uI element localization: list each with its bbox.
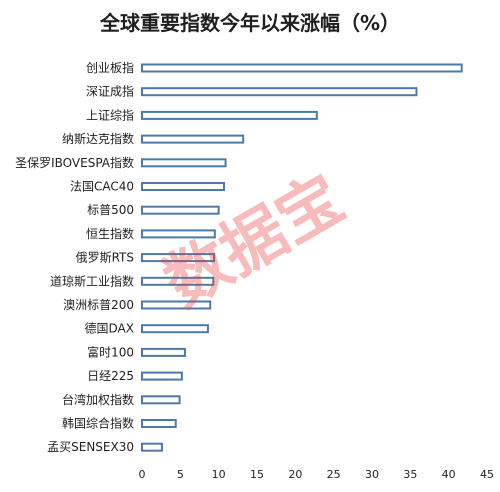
x-tick-label: 15 xyxy=(250,468,264,481)
bar xyxy=(141,371,183,381)
bar xyxy=(141,442,163,452)
category-label: 创业板指 xyxy=(86,60,134,75)
category-label: 澳洲标普200 xyxy=(63,298,134,312)
bar xyxy=(141,419,177,428)
x-axis: 0 5 10 15 20 25 30 35 40 45 xyxy=(139,468,495,481)
x-tick-label: 10 xyxy=(212,468,226,481)
x-tick-label: 5 xyxy=(177,468,184,481)
x-tick-label: 30 xyxy=(365,468,379,481)
category-label: 德国DAX xyxy=(85,321,134,336)
category-label: 圣保罗IBOVESPA指数 xyxy=(15,155,134,170)
category-label: 标普500 xyxy=(87,203,134,217)
bar xyxy=(141,324,209,334)
category-label: 深证成指 xyxy=(86,84,134,99)
bar xyxy=(141,110,318,120)
chart-title: 全球重要指数今年以来涨幅（%） xyxy=(99,11,400,35)
bar xyxy=(141,276,215,286)
category-label: 韩国综合指数 xyxy=(62,416,134,431)
category-label: 孟买SENSEX30 xyxy=(47,440,134,454)
category-label: 上证综指 xyxy=(86,107,134,122)
x-tick-label: 25 xyxy=(327,468,341,481)
bar xyxy=(141,134,245,144)
bar xyxy=(141,395,181,405)
category-label: 纳斯达克指数 xyxy=(62,131,134,146)
category-label: 台湾加权指数 xyxy=(62,392,134,407)
category-label: 富时100 xyxy=(87,344,134,359)
bar xyxy=(141,158,227,168)
bar xyxy=(141,205,220,215)
bar xyxy=(141,63,463,73)
x-tick-label: 40 xyxy=(442,468,456,481)
x-tick-label: 45 xyxy=(480,468,494,481)
x-tick-label: 35 xyxy=(403,468,417,481)
category-label: 恒生指数 xyxy=(86,226,134,241)
category-label: 法国CAC40 xyxy=(70,180,134,194)
bar xyxy=(141,347,186,357)
bar xyxy=(141,87,418,97)
category-label: 道琼斯工业指数 xyxy=(50,273,134,288)
category-label: 俄罗斯RTS xyxy=(76,251,134,265)
bar xyxy=(141,182,226,191)
x-tick-label: 0 xyxy=(139,468,146,481)
bar xyxy=(141,253,216,263)
x-tick-label: 20 xyxy=(288,468,302,481)
category-label: 日经225 xyxy=(87,369,134,383)
bar xyxy=(141,300,212,310)
bar xyxy=(141,229,216,239)
